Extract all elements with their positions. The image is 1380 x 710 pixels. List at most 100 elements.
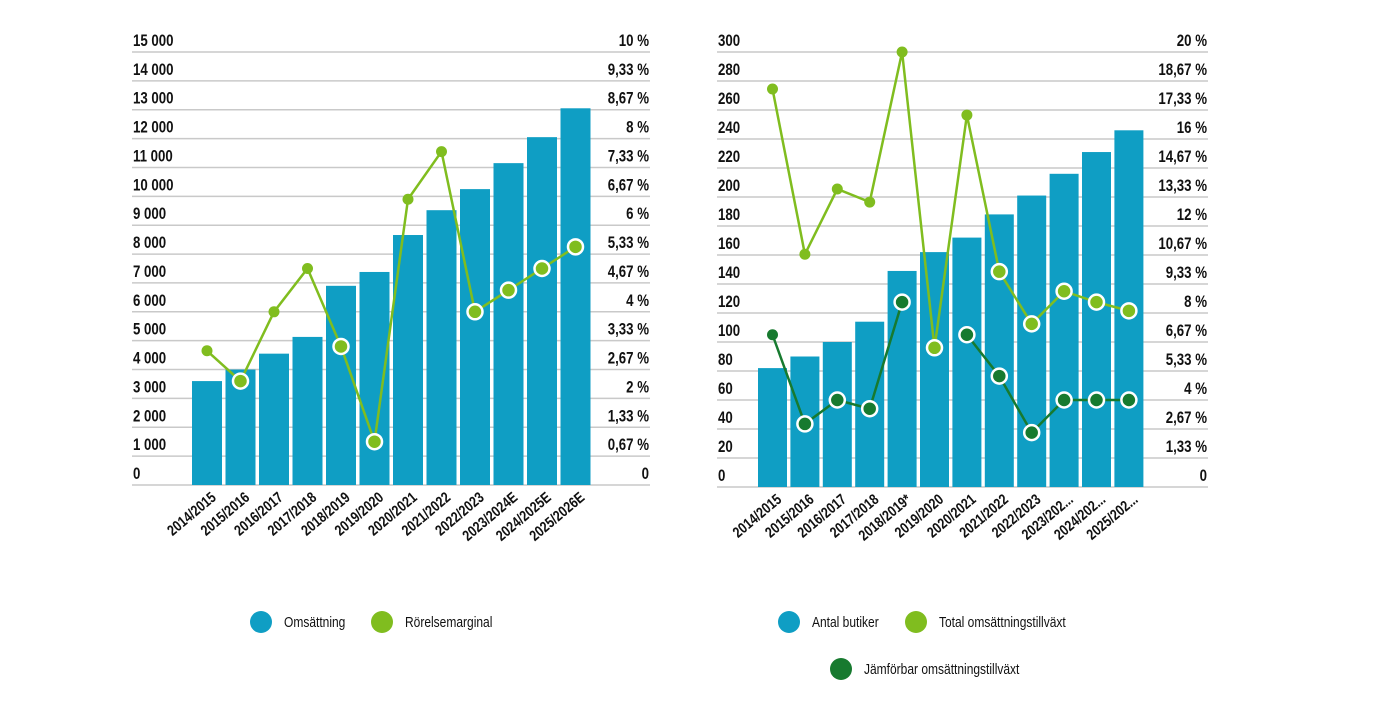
- bar: [326, 285, 356, 485]
- right-axis-tick-label: 17,33 %: [1158, 90, 1207, 109]
- bar: [259, 353, 289, 485]
- data-point: [961, 109, 973, 121]
- legend-item-omsattning[interactable]: Omsättning: [250, 611, 361, 633]
- legend-revenue-margin: Omsättning Rörelsemarginal: [250, 611, 514, 633]
- left-axis-tick-label: 0: [718, 467, 725, 486]
- left-axis-tick-label: 8 000: [133, 234, 166, 253]
- left-axis-tick-label: 5 000: [133, 320, 166, 339]
- bar: [560, 108, 591, 485]
- legend-swatch-bar: [778, 611, 800, 633]
- bar: [292, 336, 323, 485]
- bar: [192, 381, 222, 485]
- right-axis-tick-label: 4,67 %: [608, 262, 650, 281]
- bar: [1049, 173, 1079, 488]
- left-axis-tick-label: 13 000: [133, 89, 174, 108]
- left-axis-tick-label: 20: [718, 438, 733, 457]
- left-axis-tick-label: 200: [718, 177, 740, 196]
- data-point: [1022, 315, 1041, 333]
- left-axis-tick-label: 100: [718, 322, 740, 341]
- data-point: [201, 345, 213, 357]
- left-axis-tick-label: 260: [718, 90, 740, 109]
- data-point: [1087, 293, 1106, 311]
- right-axis-tick-label: 6 %: [626, 205, 649, 224]
- data-point: [767, 83, 778, 95]
- left-axis-tick-label: 300: [718, 32, 740, 51]
- stores-growth-chart: 0 0 20 1,33 % 40 2,67 % 60 4 % 80 5,33 % 100 6,67 %…: [717, 32, 1208, 544]
- right-axis-tick-label: 2,67 %: [608, 349, 650, 368]
- bar: [984, 214, 1014, 487]
- bar: [952, 237, 982, 487]
- bar: [426, 210, 457, 485]
- data-point: [860, 399, 879, 418]
- right-axis-tick-label: 0: [642, 465, 649, 484]
- right-axis-tick-label: 1,33 %: [1166, 438, 1208, 457]
- right-axis-tick-label: 13,33 %: [1158, 177, 1207, 196]
- data-point: [796, 415, 814, 433]
- legend-item-rorelsemarginal[interactable]: Rörelsemarginal: [370, 611, 514, 633]
- left-axis-tick-label: 40: [718, 409, 733, 428]
- data-point: [925, 339, 944, 357]
- left-axis-tick-label: 160: [718, 235, 740, 254]
- right-axis-tick-label: 0,67 %: [608, 436, 650, 455]
- left-axis-tick-label: 11 000: [133, 147, 173, 166]
- data-point: [799, 248, 811, 260]
- right-axis-tick-label: 10 %: [619, 32, 650, 51]
- data-point: [958, 326, 976, 344]
- legend-swatch-line-dark: [830, 658, 852, 680]
- legend-stores-growth-row1: Antal butiker Total omsättningstillväxt: [778, 611, 1098, 633]
- left-axis-tick-label: 0: [133, 465, 140, 484]
- left-axis-tick-label: 3 000: [133, 378, 166, 397]
- right-axis-tick-label: 8 %: [626, 118, 649, 137]
- data-point: [1087, 391, 1106, 409]
- right-axis-tick-label: 20 %: [1177, 32, 1208, 51]
- legend-swatch-line: [905, 611, 928, 633]
- right-axis-tick-label: 0: [1200, 467, 1207, 486]
- left-axis-tick-label: 7 000: [133, 262, 166, 281]
- legend-swatch-bar: [250, 611, 272, 633]
- legend-item-total-growth[interactable]: Total omsättningstillväxt: [905, 611, 1097, 633]
- left-axis-tick-label: 14 000: [133, 60, 174, 79]
- bar: [920, 252, 949, 487]
- data-point: [828, 391, 847, 409]
- left-axis-tick-label: 280: [718, 61, 740, 80]
- data-point: [893, 293, 911, 311]
- data-point: [332, 337, 350, 356]
- bar: [460, 189, 490, 485]
- bar: [822, 342, 852, 487]
- right-axis-tick-label: 9,33 %: [1166, 264, 1208, 283]
- data-point: [402, 193, 414, 205]
- revenue-margin-chart: 0 0 1 000 0,67 % 2 000 1,33 % 3 000 2 % 4 000 2,6…: [132, 32, 650, 544]
- bar: [493, 163, 524, 486]
- bar: [758, 368, 787, 487]
- left-axis-tick-label: 80: [718, 351, 733, 370]
- legend-label: Antal butiker: [812, 613, 879, 631]
- data-point: [365, 432, 384, 451]
- bar: [359, 271, 390, 485]
- data-point: [896, 46, 908, 58]
- left-axis-tick-label: 1 000: [133, 436, 166, 455]
- data-point: [533, 259, 551, 278]
- data-point: [436, 146, 447, 158]
- legend-item-comparable-growth[interactable]: Jämförbar omsättningstillväxt: [830, 658, 1058, 680]
- right-axis-tick-label: 14,67 %: [1158, 148, 1207, 167]
- right-axis-tick-label: 1,33 %: [608, 407, 650, 426]
- left-axis-tick-label: 2 000: [133, 407, 166, 426]
- left-axis-tick-label: 140: [718, 264, 740, 283]
- right-axis-tick-label: 6,67 %: [1166, 322, 1208, 341]
- data-point: [1120, 302, 1138, 320]
- right-axis-tick-label: 5,33 %: [1166, 351, 1208, 370]
- legend-label: Total omsättningstillväxt: [939, 613, 1067, 631]
- legend-label: Rörelsemarginal: [404, 613, 493, 631]
- bar: [1082, 152, 1111, 488]
- right-axis-tick-label: 6,67 %: [608, 176, 650, 195]
- data-point: [1055, 282, 1073, 300]
- right-axis-tick-label: 5,33 %: [608, 234, 650, 253]
- data-point: [864, 196, 876, 208]
- right-axis-tick-label: 8 %: [1184, 293, 1207, 312]
- legend-item-antal-butiker[interactable]: Antal butiker: [778, 611, 895, 633]
- data-point: [302, 263, 313, 274]
- data-point: [1022, 423, 1041, 442]
- left-axis-tick-label: 6 000: [133, 291, 166, 310]
- data-point: [831, 183, 843, 195]
